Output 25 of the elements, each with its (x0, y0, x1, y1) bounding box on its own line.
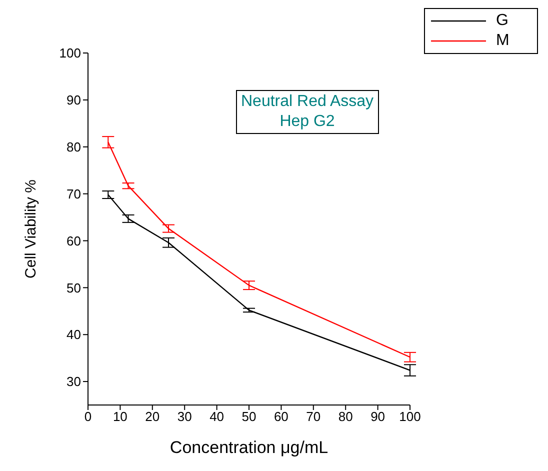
y-tick-label: 80 (66, 139, 81, 154)
y-tick-label: 40 (66, 327, 81, 342)
legend-label: G (496, 12, 508, 30)
annotation: Neutral Red Assay (241, 92, 374, 112)
y-tick-label: 70 (66, 186, 81, 202)
x-tick-label: 20 (145, 409, 160, 424)
legend-label: M (496, 32, 510, 50)
x-tick-label: 10 (112, 409, 128, 424)
x-tick-label: 70 (306, 409, 321, 424)
x-tick-label: 80 (338, 409, 353, 424)
x-tick-label: 100 (399, 409, 421, 424)
x-tick-label: 0 (84, 409, 92, 424)
x-tick-label: 90 (370, 409, 386, 424)
x-tick-label: 40 (210, 409, 224, 424)
annotation: Hep G2 (278, 112, 336, 132)
y-tick-label: 90 (66, 92, 81, 108)
x-tick-label: 60 (274, 409, 288, 424)
y-axis-title: Cell Viability % (22, 180, 40, 278)
x-tick-label: 50 (242, 409, 256, 424)
y-tick-label: 30 (66, 374, 81, 390)
y-tick-label: 60 (66, 233, 81, 248)
x-axis-title: Concentration μg/mL (170, 438, 328, 457)
y-tick-label: 50 (66, 280, 81, 296)
x-tick-label: 30 (177, 409, 192, 424)
y-tick-label: 100 (59, 46, 81, 61)
